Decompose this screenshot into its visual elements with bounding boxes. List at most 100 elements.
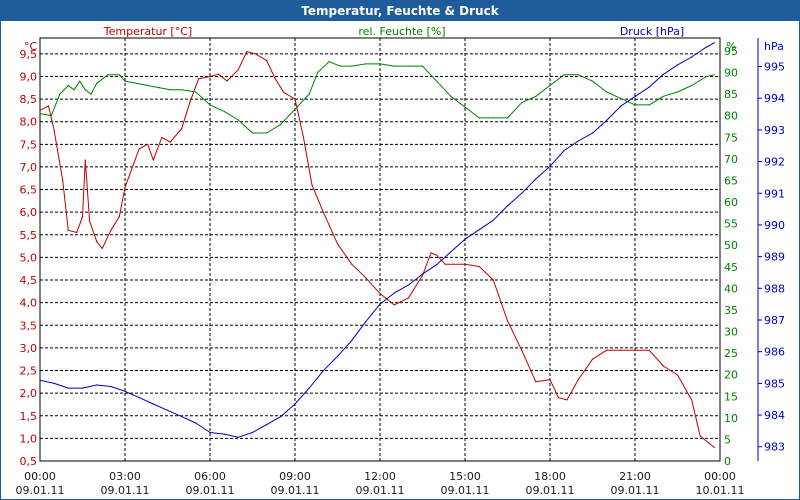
- pressure-point: [124, 390, 126, 392]
- pressure-point: [676, 64, 679, 66]
- x-tick-date: 09.01.11: [271, 484, 320, 497]
- temp-series-label: Temperatur [°C]: [103, 25, 192, 38]
- temperature-point: [311, 184, 313, 186]
- grid-lines: [40, 38, 720, 462]
- humidity-tick-label: 30: [724, 326, 738, 339]
- humidity-tick-label: 50: [724, 239, 738, 252]
- temperature-point: [676, 374, 679, 376]
- x-tick-time: 03:00: [109, 470, 141, 483]
- pressure-point: [181, 416, 183, 418]
- temperature-point: [246, 51, 248, 53]
- humidity-point: [118, 74, 120, 76]
- pressure-point: [237, 436, 239, 438]
- temp-tick-label: 6,5: [20, 184, 38, 197]
- temperature-point: [89, 220, 91, 222]
- temperature-point: [708, 442, 710, 444]
- humidity-point: [237, 119, 239, 121]
- pressure-point: [492, 219, 494, 221]
- pressure-tick-label: 983: [764, 441, 785, 454]
- temp-tick-label: 3,5: [20, 319, 38, 332]
- humidity-point: [577, 74, 579, 76]
- humidity-point: [407, 65, 409, 67]
- axis-labels: 9,5 9,0 8,5 8,0 7,5 7,0 6,5 6,0 5,5 5,0 4,5 4,0 3,5 3…: [16, 25, 785, 497]
- pressure-point: [648, 86, 650, 88]
- humidity-tick-label: 65: [724, 174, 738, 187]
- pressure-tick-label: 995: [764, 61, 785, 74]
- pressure-point: [450, 251, 452, 253]
- temp-tick-label: 3,0: [20, 342, 38, 355]
- x-tick-date: 09.01.11: [101, 484, 150, 497]
- temp-tick-label: 2,0: [20, 387, 38, 400]
- humidity-tick-label: 60: [724, 196, 738, 209]
- pressure-point: [634, 96, 636, 98]
- x-tick-date: 09.01.11: [16, 484, 65, 497]
- temp-tick-label: 4,0: [20, 297, 38, 310]
- temperature-point: [713, 446, 715, 448]
- pressure-point: [478, 229, 480, 231]
- pressure-point: [421, 273, 424, 275]
- temperature-point: [101, 247, 103, 249]
- humidity-tick-label: 5: [724, 433, 731, 446]
- series-layer: [39, 42, 715, 448]
- pressure-point: [152, 403, 154, 405]
- humidity-point: [209, 104, 211, 106]
- pressure-tick-label: 984: [764, 409, 785, 422]
- humidity-point: [181, 89, 183, 91]
- temperature-point: [436, 254, 438, 256]
- temperature-point: [591, 358, 594, 360]
- temperature-point: [557, 397, 560, 399]
- pressure-point: [322, 370, 324, 372]
- temp-unit-label: °C: [24, 40, 38, 53]
- humidity-point: [317, 71, 319, 74]
- pressure-point: [436, 264, 438, 266]
- humidity-point: [50, 115, 52, 117]
- humidity-point: [393, 65, 395, 67]
- humidity-point: [107, 74, 109, 76]
- pressure-point: [577, 140, 579, 142]
- temperature-point: [169, 141, 171, 143]
- temperature-point: [620, 349, 622, 351]
- humidity-point: [662, 95, 664, 97]
- pressure-point: [662, 73, 664, 75]
- humidity-point: [223, 110, 225, 112]
- humidity-point: [169, 89, 171, 91]
- humidity-point: [147, 84, 149, 87]
- humidity-point: [73, 89, 75, 91]
- x-tick-time: 21:00: [619, 470, 651, 483]
- temperature-point: [181, 127, 183, 130]
- humidity-tick-label: 70: [724, 153, 738, 166]
- humidity-point: [450, 95, 452, 97]
- temp-tick-label: 4,5: [20, 274, 38, 287]
- humidity-point: [713, 74, 715, 76]
- humidity-tick-label: 90: [724, 67, 738, 80]
- pressure-point: [166, 409, 169, 411]
- x-tick-time: 12:00: [364, 470, 396, 483]
- x-tick-date: 09.01.11: [186, 484, 235, 497]
- pressure-tick-label: 986: [764, 346, 785, 359]
- temperature-line: [39, 51, 715, 448]
- humidity-point: [591, 80, 594, 82]
- humidity-point: [67, 84, 69, 87]
- humidity-point: [84, 89, 86, 91]
- temperature-point: [492, 279, 494, 281]
- temperature-point: [274, 78, 276, 80]
- humidity-tick-label: 35: [724, 304, 738, 317]
- temperature-point: [53, 130, 55, 132]
- humidity-tick-label: 45: [724, 261, 738, 274]
- humidity-point: [365, 63, 367, 65]
- pressure-point: [521, 192, 523, 194]
- pressure-point: [393, 292, 395, 294]
- humidity-point: [634, 104, 636, 106]
- humidity-tick-label: 55: [724, 218, 738, 231]
- temperature-point: [161, 136, 163, 139]
- temperature-point: [379, 293, 381, 295]
- humidity-tick-label: 0: [724, 455, 731, 468]
- temperature-point: [365, 277, 367, 279]
- temperature-point: [124, 186, 126, 188]
- humidity-unit-label: %: [726, 40, 736, 53]
- pressure-tick-label: 994: [764, 92, 785, 105]
- humidity-point: [436, 80, 438, 82]
- temperature-point: [691, 399, 693, 401]
- temperature-point: [430, 252, 432, 254]
- temperature-point: [283, 91, 285, 93]
